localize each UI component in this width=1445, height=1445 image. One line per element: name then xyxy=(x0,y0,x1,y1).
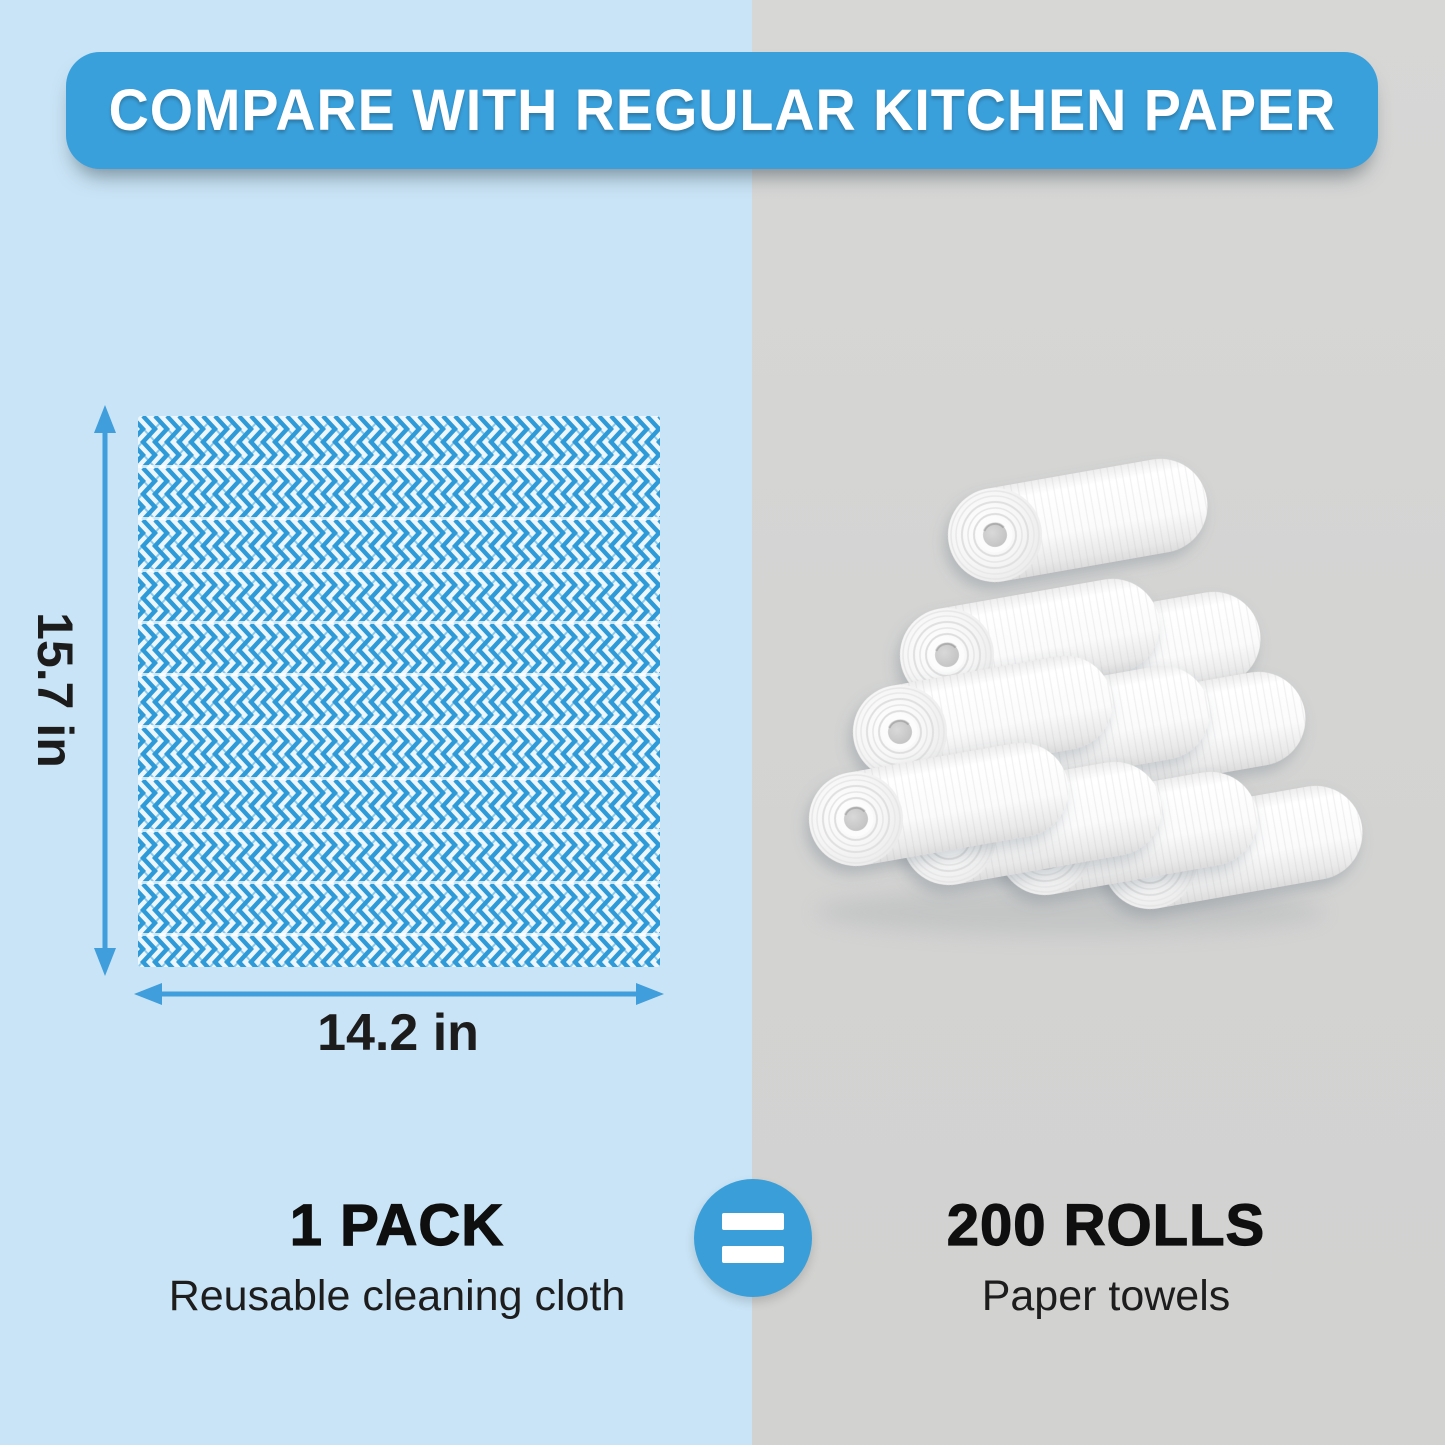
right-description: Paper towels xyxy=(981,1272,1231,1320)
height-dimension-label: 15.7 in xyxy=(27,612,83,768)
width-dimension-arrow xyxy=(134,983,664,1005)
page-title: COMPARE WITH REGULAR KITCHEN PAPER xyxy=(108,78,1336,143)
left-quantity-title: 1 PACK xyxy=(289,1193,505,1258)
equals-bar xyxy=(722,1213,784,1230)
comparison-result-right: 200 ROLLS Paper towels xyxy=(846,1193,1366,1321)
cleaning-cloth-image xyxy=(138,416,660,967)
paper-towel-rolls-image xyxy=(800,450,1372,936)
equals-icon xyxy=(694,1179,812,1297)
left-description: Reusable cleaning cloth xyxy=(168,1272,626,1320)
right-quantity-title: 200 ROLLS xyxy=(946,1193,1266,1258)
comparison-result-left: 1 PACK Reusable cleaning cloth xyxy=(137,1193,657,1321)
equals-bar xyxy=(722,1246,784,1263)
header-banner: COMPARE WITH REGULAR KITCHEN PAPER xyxy=(66,52,1378,169)
height-dimension-arrow xyxy=(94,405,116,976)
width-dimension-label: 14.2 in xyxy=(317,1004,479,1062)
cloth-pattern xyxy=(138,416,660,967)
paper-towel-roll xyxy=(939,450,1217,591)
